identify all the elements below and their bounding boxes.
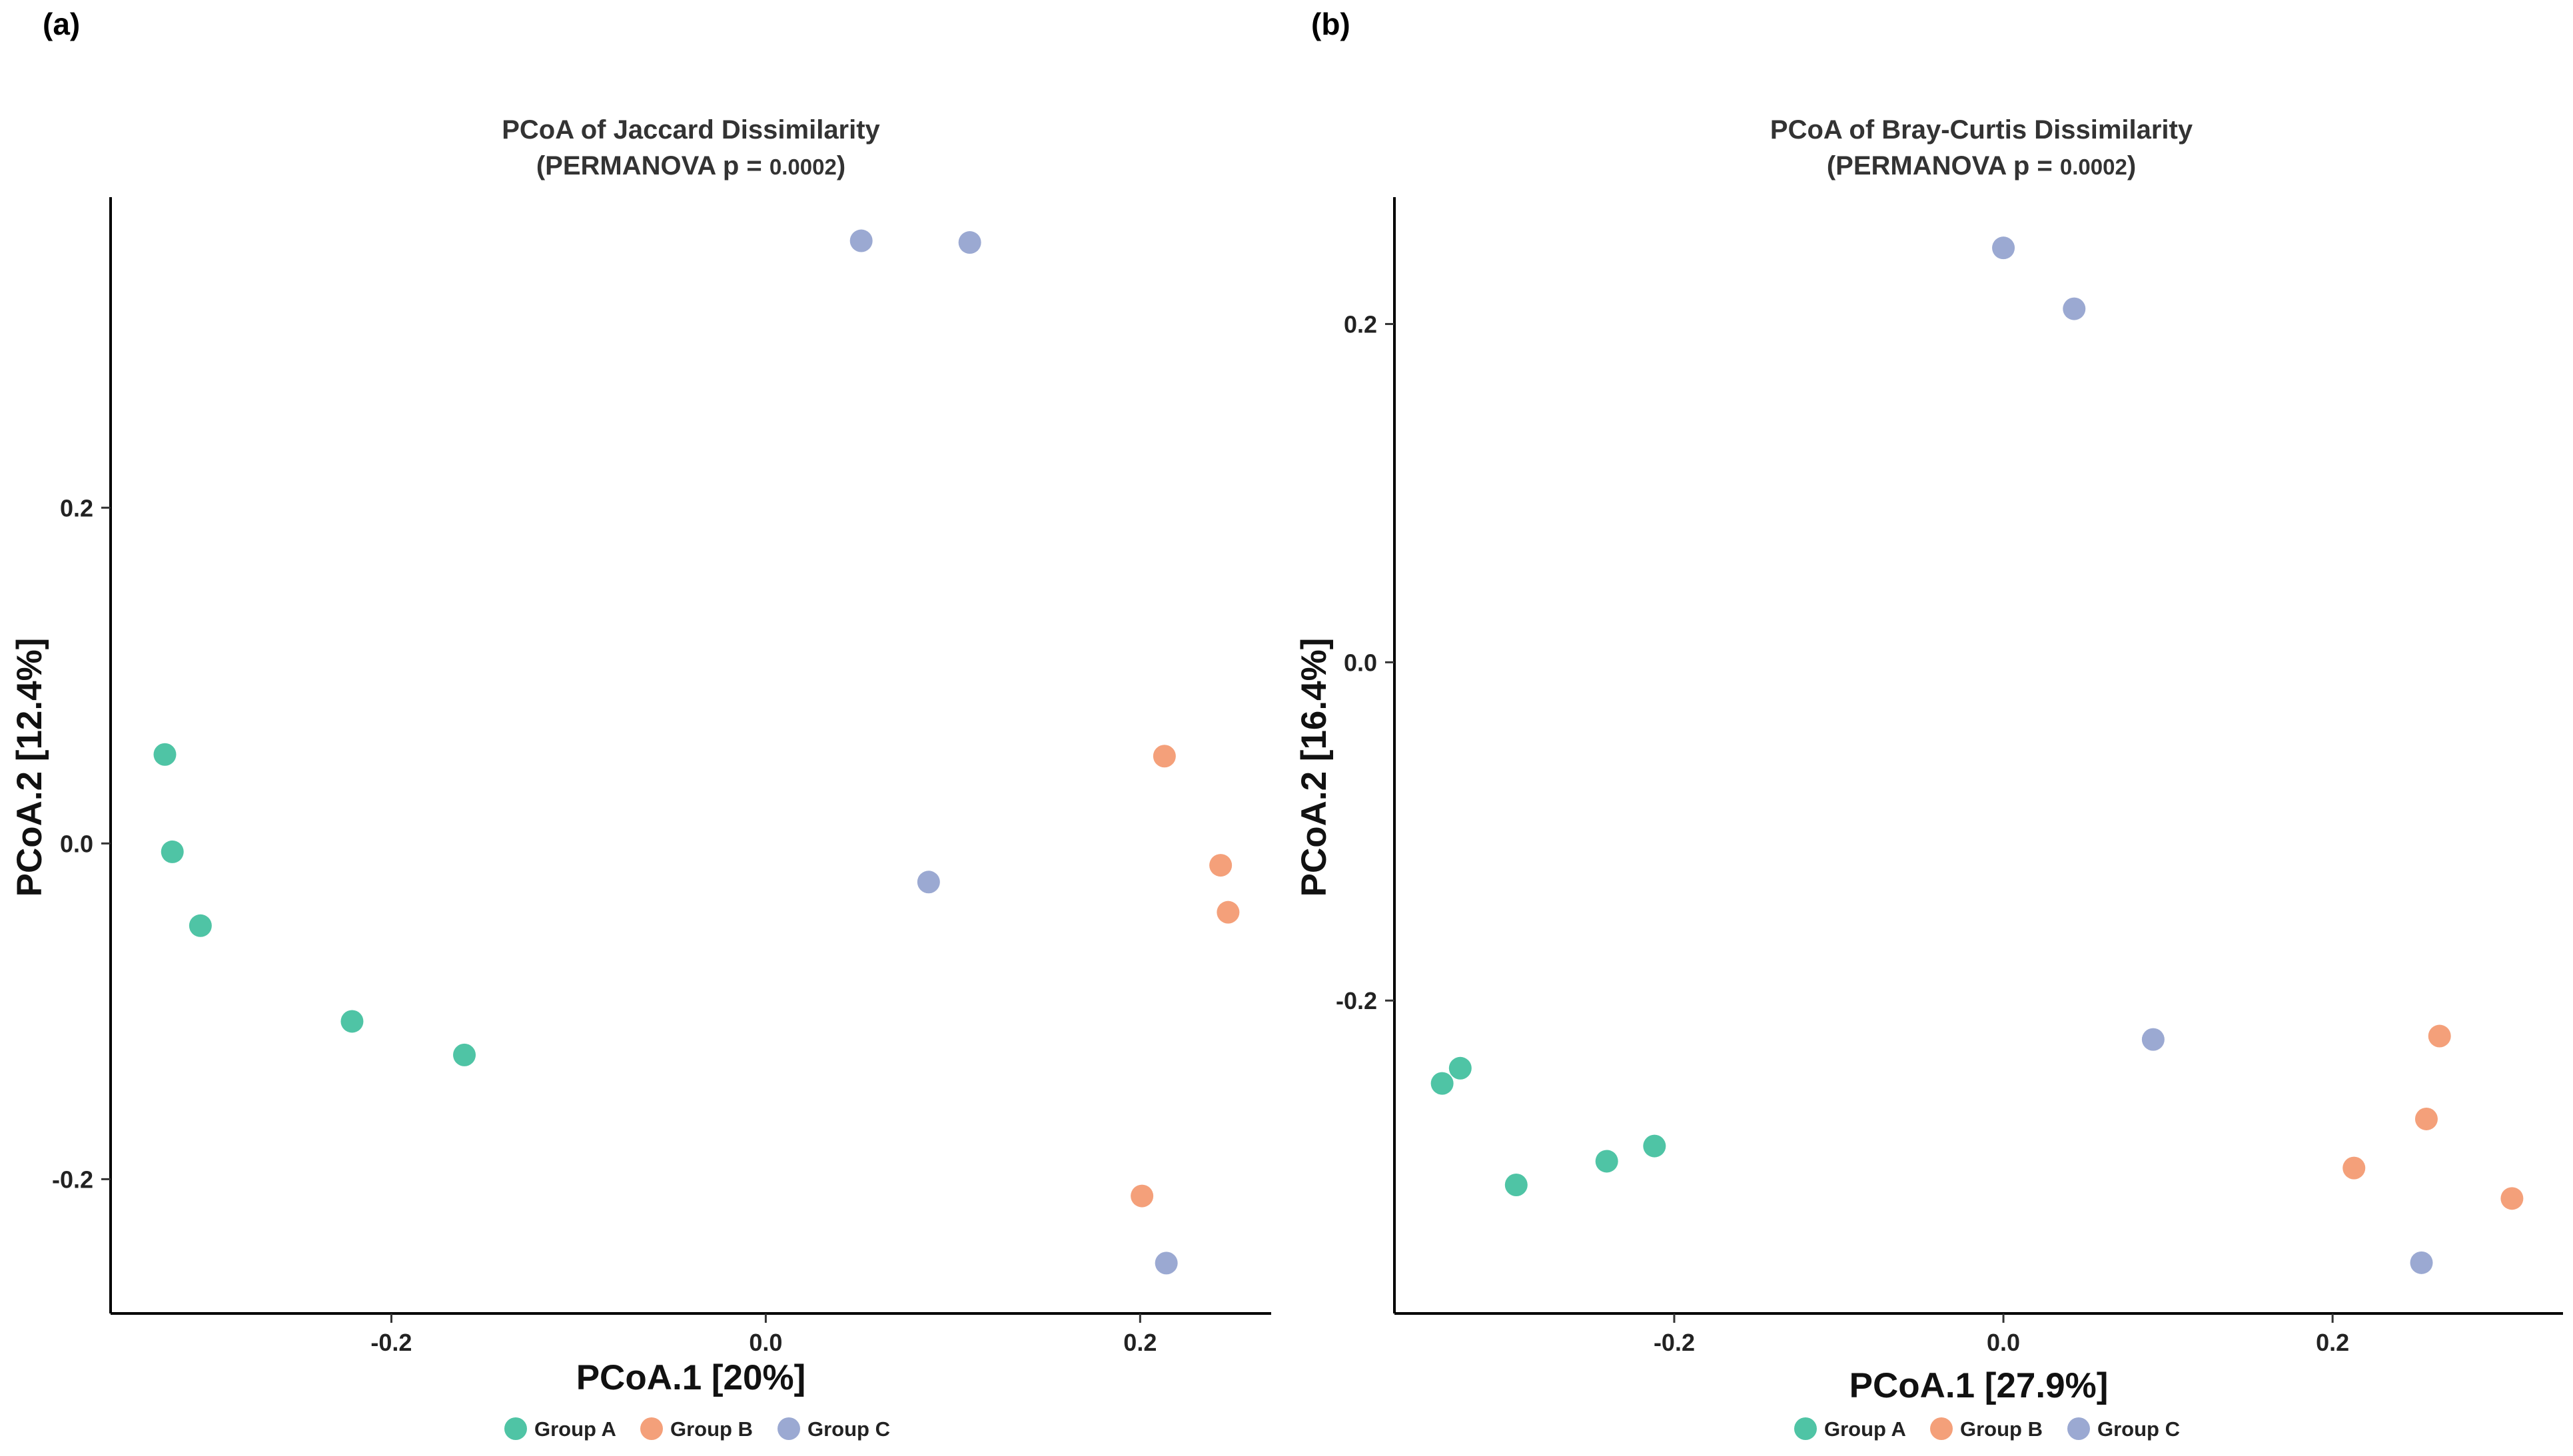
data-point[interactable] bbox=[161, 840, 184, 863]
data-point[interactable] bbox=[453, 1043, 476, 1066]
x-tick-label: 0.2 bbox=[1123, 1329, 1157, 1356]
data-point[interactable] bbox=[2141, 1028, 2165, 1051]
legend-key bbox=[2067, 1417, 2090, 1440]
series-group-a bbox=[153, 743, 476, 1066]
data-point[interactable] bbox=[2428, 1024, 2451, 1048]
plot-subtitle: (PERMANOVA p = 0.0002) bbox=[1827, 151, 2136, 181]
legend-label: Group C bbox=[807, 1417, 890, 1441]
subtitle-suffix: ) bbox=[837, 151, 845, 181]
data-point[interactable] bbox=[2410, 1251, 2433, 1274]
y-tick-label: -0.2 bbox=[52, 1166, 93, 1193]
x-tick-label: 0.2 bbox=[2316, 1329, 2349, 1356]
legend-label: Group A bbox=[1824, 1417, 1906, 1441]
legend-label: Group A bbox=[534, 1417, 616, 1441]
legend-label: Group C bbox=[2097, 1417, 2180, 1441]
panel-label: (a) bbox=[43, 7, 80, 41]
y-tick-label: 0.2 bbox=[1344, 310, 1377, 338]
data-point[interactable] bbox=[153, 743, 177, 766]
y-axis-title: PCoA.2 [12.4%] bbox=[10, 638, 49, 897]
x-tick-label: 0.0 bbox=[749, 1329, 782, 1356]
data-point[interactable] bbox=[1217, 901, 1240, 924]
x-axis-title: PCoA.1 [20%] bbox=[576, 1358, 806, 1397]
legend-label: Group B bbox=[670, 1417, 753, 1441]
series-group-b bbox=[1131, 745, 1240, 1208]
legend: Group A Group B Group C bbox=[1794, 1417, 2180, 1441]
data-point[interactable] bbox=[1209, 854, 1233, 877]
plot-title: PCoA of Bray-Curtis Dissimilarity bbox=[1770, 115, 2193, 145]
series-group-c bbox=[1992, 236, 2433, 1274]
legend-key bbox=[777, 1417, 800, 1440]
x-axis-title: PCoA.1 [27.9%] bbox=[1849, 1366, 2109, 1405]
p-value: 0.0002 bbox=[770, 155, 837, 179]
data-point[interactable] bbox=[1992, 236, 2015, 260]
data-point[interactable] bbox=[2414, 1107, 2438, 1130]
y-tick-label: -0.2 bbox=[1336, 987, 1377, 1014]
y-tick-label: 0.0 bbox=[60, 830, 93, 857]
legend-key bbox=[640, 1417, 663, 1440]
panel-label: (b) bbox=[1311, 7, 1350, 41]
panel-a: (a) PCoA of Jaccard Dissimilarity (PERMANO… bbox=[10, 7, 1271, 1441]
legend: Group A Group B Group C bbox=[504, 1417, 890, 1441]
subtitle-prefix: (PERMANOVA p = bbox=[536, 151, 770, 181]
series-group-a bbox=[1430, 1056, 1666, 1197]
p-value: 0.0002 bbox=[2060, 155, 2127, 179]
data-point[interactable] bbox=[340, 1010, 364, 1033]
data-point[interactable] bbox=[1155, 1252, 1178, 1275]
legend-key bbox=[1930, 1417, 1953, 1440]
data-point[interactable] bbox=[1448, 1056, 1472, 1080]
plot-subtitle: (PERMANOVA p = 0.0002) bbox=[536, 151, 845, 181]
data-point[interactable] bbox=[1131, 1184, 1154, 1208]
x-tick-label: -0.2 bbox=[370, 1329, 412, 1356]
data-point[interactable] bbox=[1643, 1134, 1666, 1158]
legend-key bbox=[1794, 1417, 1817, 1440]
y-tick-label: 0.0 bbox=[1344, 649, 1377, 676]
x-tick-label: -0.2 bbox=[1654, 1329, 1695, 1356]
data-point[interactable] bbox=[189, 914, 212, 937]
series-group-c bbox=[849, 229, 1178, 1275]
x-tick-label: 0.0 bbox=[1987, 1329, 2020, 1356]
y-axis-title: PCoA.2 [16.4%] bbox=[1294, 638, 1334, 897]
data-point[interactable] bbox=[1430, 1072, 1454, 1095]
subtitle-prefix: (PERMANOVA p = bbox=[1827, 151, 2060, 181]
legend-key bbox=[504, 1417, 527, 1440]
data-point[interactable] bbox=[2500, 1187, 2524, 1210]
data-point[interactable] bbox=[849, 229, 873, 252]
data-point[interactable] bbox=[1153, 745, 1176, 768]
series-group-b bbox=[2342, 1024, 2524, 1210]
data-point[interactable] bbox=[2342, 1156, 2366, 1180]
data-point[interactable] bbox=[958, 231, 981, 254]
y-tick-label: 0.2 bbox=[60, 494, 93, 522]
data-point[interactable] bbox=[2063, 297, 2086, 320]
data-point[interactable] bbox=[1595, 1150, 1618, 1173]
panel-b: (b) PCoA of Bray-Curtis Dissimilarity (PER… bbox=[1294, 7, 2563, 1441]
subtitle-suffix: ) bbox=[2127, 151, 2136, 181]
legend-label: Group B bbox=[1960, 1417, 2043, 1441]
data-point[interactable] bbox=[917, 871, 940, 894]
plot-title: PCoA of Jaccard Dissimilarity bbox=[502, 115, 880, 145]
data-point[interactable] bbox=[1504, 1174, 1528, 1197]
